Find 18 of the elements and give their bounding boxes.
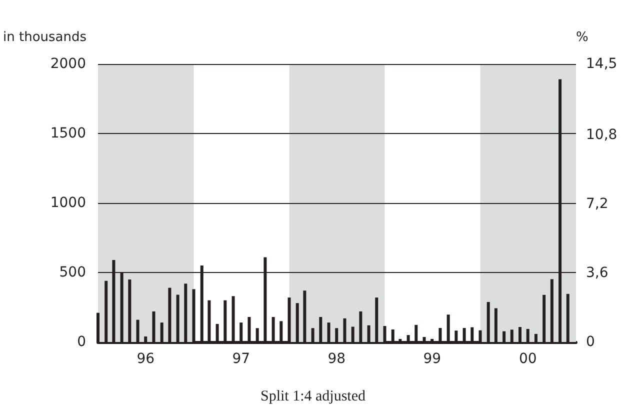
y2-tick-label: 0 xyxy=(586,334,595,350)
y-tick-label: 0 xyxy=(77,334,86,350)
y-tick-label: 2000 xyxy=(50,56,86,72)
y2-tick-label: 14,5 xyxy=(586,56,618,72)
x-tick-label: 00 xyxy=(518,351,537,367)
y2-tick-label: 10,8 xyxy=(586,126,618,143)
y-tick-label: 500 xyxy=(59,264,86,280)
y2-axis-title: % xyxy=(576,30,588,45)
y2-tick-label: 3,6 xyxy=(586,264,608,281)
y-tick-label: 1000 xyxy=(50,195,86,211)
x-tick-label: 99 xyxy=(423,351,442,367)
x-tick-label: 98 xyxy=(328,351,346,367)
x-tick-label: 96 xyxy=(136,351,155,367)
y-tick-label: 1500 xyxy=(50,126,86,142)
y-axis-title: in thousands xyxy=(3,30,87,45)
x-tick-label: 97 xyxy=(232,351,250,367)
y2-tick-label: 7,2 xyxy=(586,196,608,212)
text: Split 1:4 adjusted xyxy=(260,388,366,404)
